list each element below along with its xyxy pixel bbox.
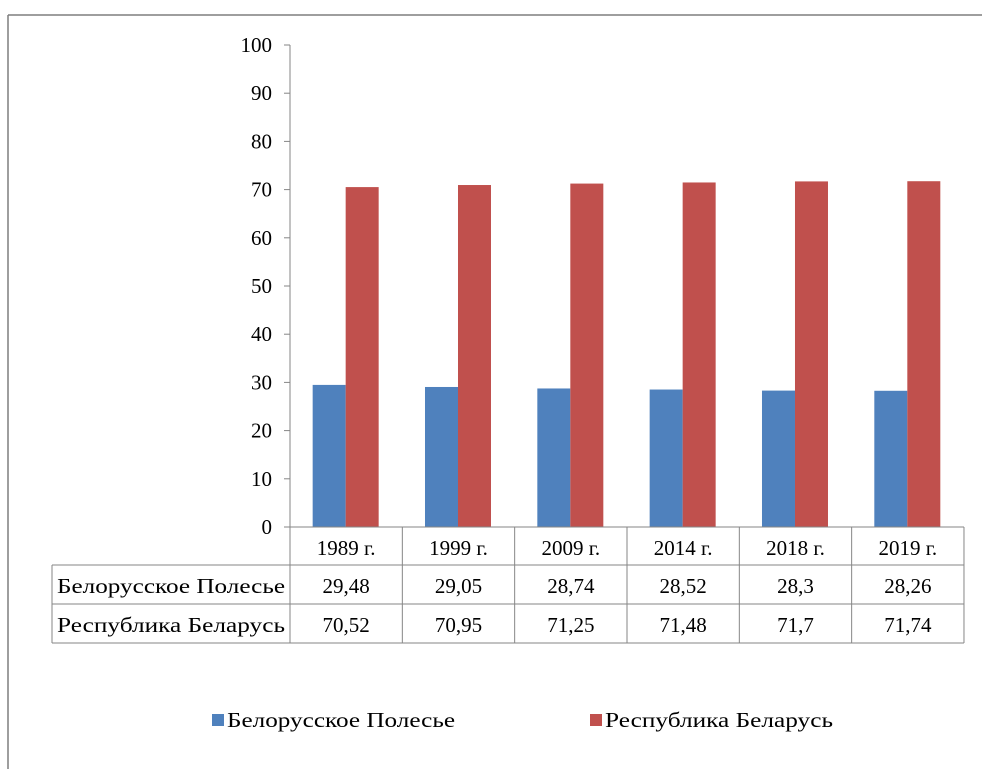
- legend-swatch: [590, 714, 602, 726]
- data-table: 1989 г. 1999 г. 2009 г. 2014 г. 2018 г. 2019 …: [51, 45, 965, 644]
- y-tick-label: 50: [251, 274, 272, 298]
- x-category-label: 1989 г.: [317, 536, 376, 560]
- table-series-name: Белорусское Полесье: [57, 574, 285, 598]
- y-tick-label: 100: [241, 33, 273, 57]
- data-label: 71,48: [660, 613, 707, 637]
- bar-belarus: [345, 187, 379, 527]
- legend: Белорусское Полесье Республика Беларусь: [212, 708, 833, 732]
- data-label: 71,74: [884, 613, 932, 637]
- x-category-label: 2009 г.: [541, 536, 600, 560]
- table-series-name: Республика Беларусь: [57, 613, 285, 637]
- x-category-label: 2014 г.: [654, 536, 713, 560]
- bar-polesie: [424, 386, 458, 527]
- y-tick-label: 20: [251, 419, 272, 443]
- y-tick-label: 30: [251, 370, 272, 394]
- data-label: 28,74: [547, 574, 595, 598]
- data-label: 28,26: [884, 574, 931, 598]
- data-label: 28,52: [660, 574, 707, 598]
- y-axis: 0 10 20 30 40 50 60 70 80 90 100: [241, 33, 291, 539]
- data-label: 71,25: [547, 613, 594, 637]
- y-tick-label: 60: [251, 226, 272, 250]
- x-category-label: 2018 г.: [766, 536, 825, 560]
- y-tick-label: 80: [251, 129, 272, 153]
- x-category-label: 1999 г.: [429, 536, 488, 560]
- data-label: 70,52: [323, 613, 370, 637]
- legend-label: Республика Беларусь: [605, 708, 833, 732]
- bar-belarus: [682, 182, 716, 527]
- bars: [312, 181, 941, 527]
- legend-label: Белорусское Полесье: [227, 708, 455, 732]
- bar-polesie: [761, 390, 795, 527]
- data-label: 71,7: [777, 613, 814, 637]
- x-category-label: 2019 г.: [878, 536, 937, 560]
- data-label: 29,48: [323, 574, 370, 598]
- data-label: 28,3: [777, 574, 814, 598]
- y-tick-label: 40: [251, 322, 272, 346]
- bar-belarus: [457, 185, 491, 527]
- legend-swatch: [212, 714, 224, 726]
- bar-belarus: [794, 181, 828, 527]
- bar-polesie: [312, 384, 346, 527]
- bar-belarus: [570, 183, 604, 527]
- y-tick-label: 10: [251, 467, 272, 491]
- bar-polesie: [537, 388, 571, 527]
- bar-polesie: [649, 389, 683, 527]
- bar-belarus: [907, 181, 941, 527]
- y-tick-label: 90: [251, 81, 272, 105]
- data-label: 29,05: [435, 574, 482, 598]
- data-label: 70,95: [435, 613, 482, 637]
- y-tick-label: 0: [262, 515, 273, 539]
- bar-polesie: [874, 390, 908, 527]
- y-tick-label: 70: [251, 178, 272, 202]
